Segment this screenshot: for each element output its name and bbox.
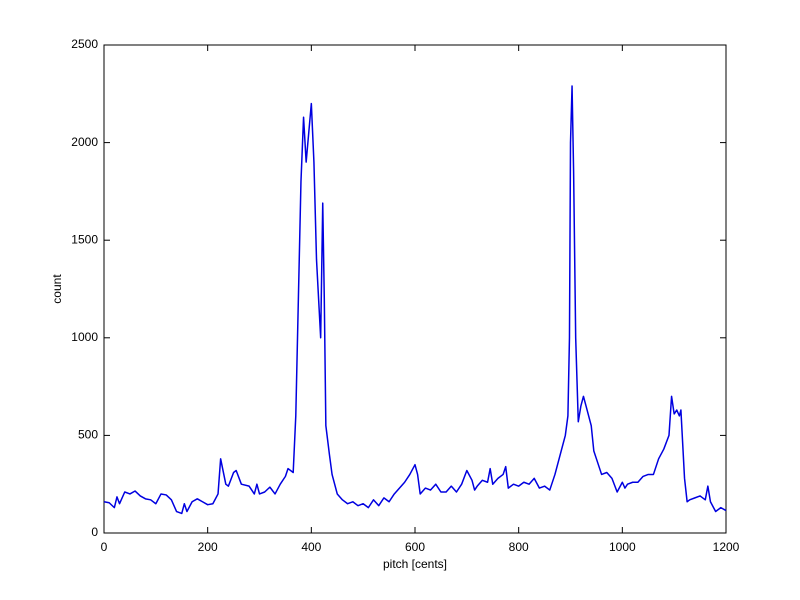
- x-tick-label: 800: [509, 540, 529, 554]
- y-tick-label: 2000: [71, 135, 98, 149]
- y-tick-label: 500: [78, 428, 98, 442]
- x-tick-label: 600: [405, 540, 425, 554]
- x-tick-label: 1000: [609, 540, 636, 554]
- x-axis-label: pitch [cents]: [383, 557, 447, 571]
- plot-area: [103, 44, 727, 534]
- data-line: [103, 85, 727, 515]
- y-axis-label: count: [50, 274, 64, 304]
- y-tick-label: 1500: [71, 232, 98, 246]
- x-tick-label: 400: [301, 540, 321, 554]
- x-tick-label: 200: [198, 540, 218, 554]
- y-tick-label: 2500: [71, 37, 98, 51]
- y-tick-label: 1000: [71, 330, 98, 344]
- x-tick-label: 0: [101, 540, 108, 554]
- y-tick-label: 0: [91, 525, 98, 539]
- x-tick-label: 1200: [713, 540, 740, 554]
